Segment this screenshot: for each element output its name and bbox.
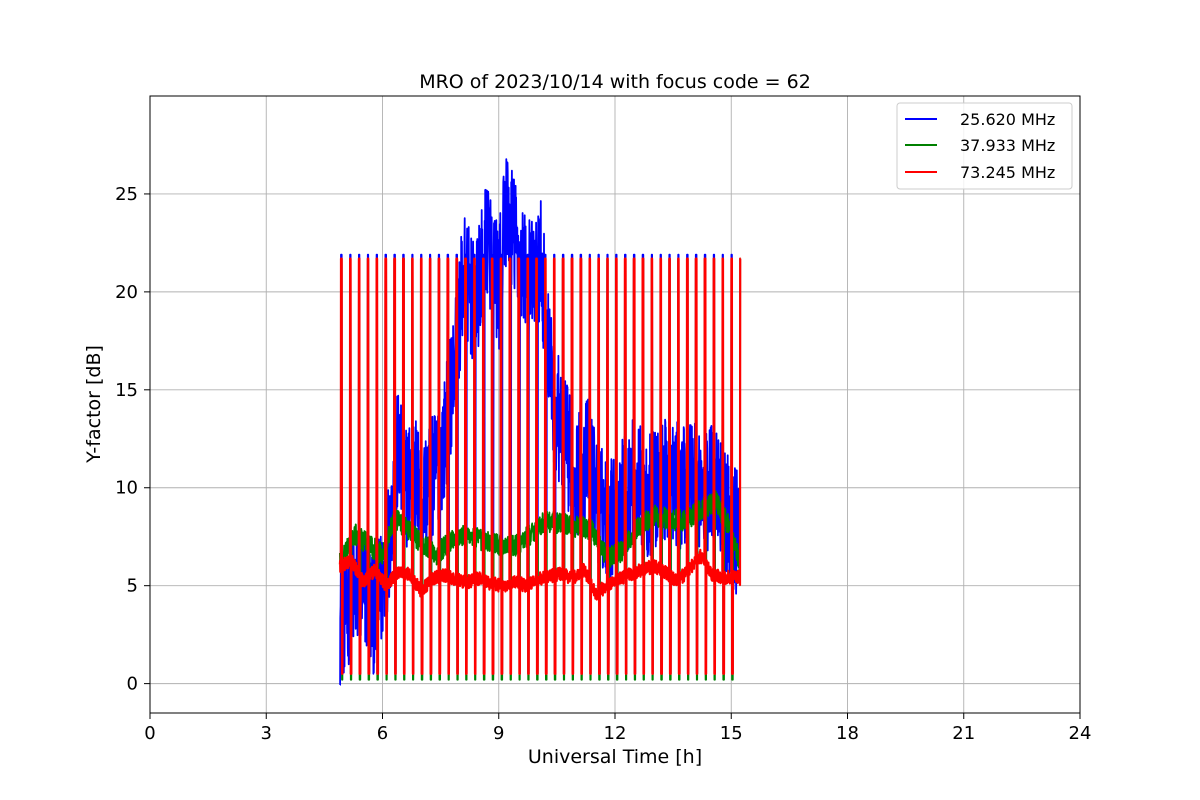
x-tick-label: 0 (144, 723, 155, 744)
series-line-73-245 (338, 257, 742, 675)
y-tick-label: 20 (115, 282, 138, 303)
y-tick-label: 25 (115, 184, 138, 205)
x-axis-label: Universal Time [h] (528, 746, 702, 768)
chart-title: MRO of 2023/10/14 with focus code = 62 (419, 71, 811, 93)
x-axis: 0 3 6 9 12 15 18 21 24 (144, 713, 1091, 744)
legend: 25.620 MHz 37.933 MHz 73.245 MHz (896, 102, 1073, 190)
plot-area (149, 95, 1081, 714)
y-tick-label: 10 (115, 478, 138, 499)
x-tick-label: 18 (836, 723, 859, 744)
x-tick-label: 15 (720, 723, 743, 744)
x-tick-label: 3 (261, 723, 272, 744)
legend-box (896, 102, 1073, 190)
series-layer (338, 158, 742, 686)
y-tick-label: 0 (127, 674, 138, 695)
legend-label-73-245: 73.245 MHz (960, 163, 1055, 182)
series-line-25-620 (339, 158, 740, 686)
y-tick-label: 15 (115, 380, 138, 401)
x-tick-label: 12 (604, 723, 627, 744)
x-tick-label: 24 (1069, 723, 1092, 744)
legend-label-25-620: 25.620 MHz (960, 110, 1055, 129)
y-tick-label: 5 (127, 576, 138, 597)
y-axis-label: Y-factor [dB] (83, 345, 105, 464)
series-line-37-933 (339, 257, 742, 681)
x-tick-label: 6 (377, 723, 388, 744)
y-axis: 0 5 10 15 20 25 (115, 184, 150, 695)
legend-label-37-933: 37.933 MHz (960, 136, 1055, 155)
x-tick-label: 21 (952, 723, 975, 744)
x-tick-label: 9 (493, 723, 504, 744)
